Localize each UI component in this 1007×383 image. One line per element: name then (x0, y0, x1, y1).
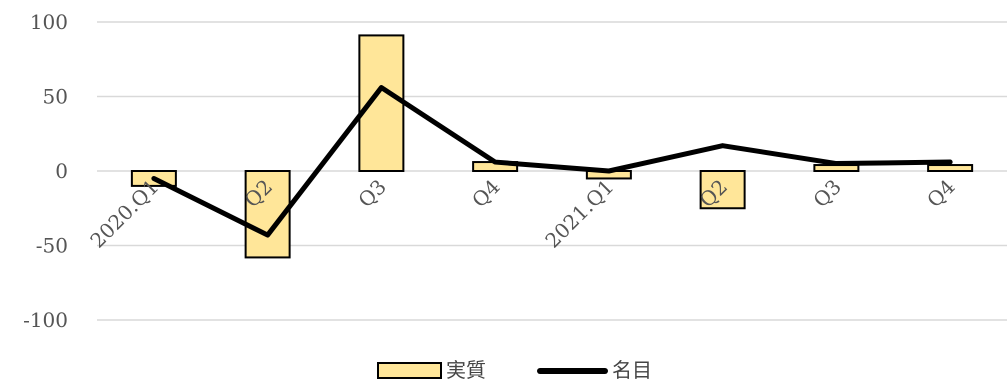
gridlines (97, 21, 1007, 321)
legend-label-bar: 実質 (446, 358, 486, 382)
x-tick-label: Q3 (353, 175, 391, 213)
x-tick-label: 2020.Q1 (85, 175, 163, 253)
bar (358, 34, 405, 172)
y-tick-label: 50 (43, 85, 68, 109)
y-tick-label: -50 (36, 234, 68, 258)
x-axis-ticks: 2020.Q1 Q2 Q3 Q4 2021.Q1 Q2 Q3 Q4 (85, 175, 959, 253)
x-tick-label: 2021.Q1 (540, 175, 618, 253)
legend: 実質 名目 (377, 358, 652, 382)
bar (699, 170, 746, 210)
y-axis-ticks: 100 50 0 -50 -100 (23, 10, 68, 332)
bar (927, 164, 974, 172)
x-tick-label: Q3 (808, 175, 846, 213)
y-tick-label: -100 (23, 308, 68, 332)
legend-swatch-bar (377, 362, 442, 379)
line-series (151, 85, 953, 238)
y-tick-label: 100 (30, 10, 68, 34)
x-tick-label: Q4 (467, 175, 505, 213)
line-series-path (151, 85, 953, 238)
y-tick-label: 0 (55, 159, 68, 183)
legend-label-line: 名目 (612, 358, 652, 382)
x-tick-label: Q4 (922, 175, 960, 213)
